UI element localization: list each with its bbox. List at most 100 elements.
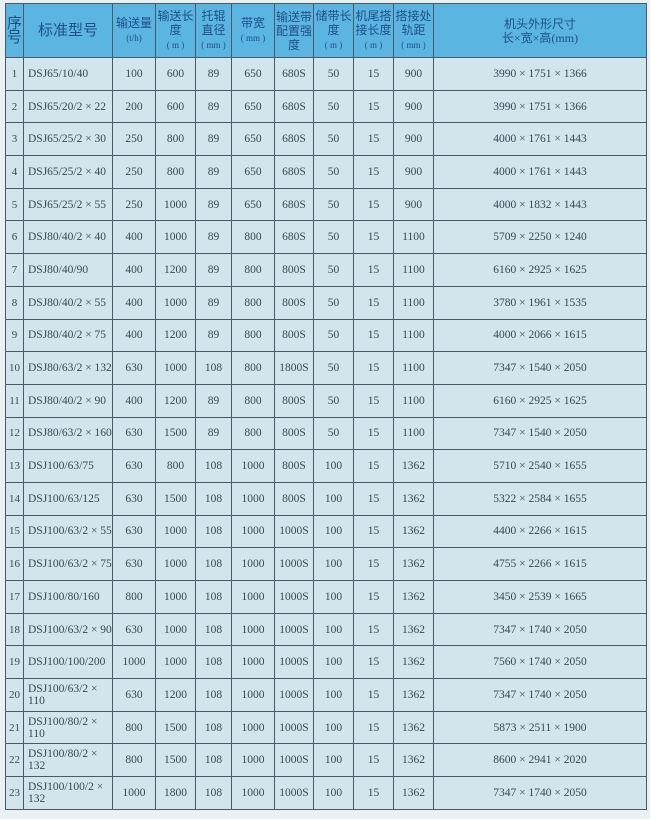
cell-storage-length: 50 bbox=[313, 220, 354, 255]
table-row: 20 DSJ100/63/2 × 110 630 1200 108 1000 1000S 10… bbox=[5, 678, 647, 712]
col-model: 标准型号 bbox=[23, 3, 113, 58]
cell-lap-rail-gauge: 900 bbox=[393, 57, 434, 91]
cell-head-dimensions: 3450 × 2539 × 1665 bbox=[433, 580, 647, 614]
col-tail-lap: 机尾搭接长度 ( m ) bbox=[353, 3, 394, 58]
cell-lap-rail-gauge: 1362 bbox=[393, 612, 434, 647]
col-capacity-label: 输送量 bbox=[115, 16, 152, 30]
cell-belt-strength: 800S bbox=[274, 481, 314, 516]
cell-storage-length: 100 bbox=[313, 743, 354, 778]
cell-head-dimensions: 5873 × 2511 × 1900 bbox=[433, 710, 647, 745]
cell-tail-lap-length: 15 bbox=[353, 57, 394, 91]
cell-capacity: 1000 bbox=[112, 776, 156, 810]
cell-belt-strength: 1000S bbox=[274, 678, 314, 712]
cell-head-dimensions: 7347 × 1740 × 2050 bbox=[433, 776, 647, 810]
cell-model: DSJ100/63/2 × 75 bbox=[23, 547, 113, 581]
cell-row-number: 16 bbox=[5, 547, 24, 581]
cell-head-dimensions: 5710 × 2540 × 1655 bbox=[433, 449, 647, 483]
table-row: 10 DSJ80/63/2 × 132 630 1000 108 800 1800S 50 15… bbox=[5, 351, 647, 385]
cell-conveying-length: 1000 bbox=[155, 514, 196, 549]
cell-row-number: 12 bbox=[5, 416, 24, 451]
cell-belt-width: 800 bbox=[231, 253, 275, 287]
cell-capacity: 100 bbox=[112, 57, 156, 91]
cell-tail-lap-length: 15 bbox=[353, 514, 394, 549]
cell-lap-rail-gauge: 1362 bbox=[393, 547, 434, 581]
cell-head-dimensions: 3780 × 1961 × 1535 bbox=[433, 285, 647, 320]
cell-storage-length: 50 bbox=[313, 253, 354, 287]
cell-belt-strength: 1000S bbox=[274, 547, 314, 581]
cell-roller-diameter: 108 bbox=[195, 514, 232, 549]
table-row: 16 DSJ100/63/2 × 75 630 1000 108 1000 1000S 100… bbox=[5, 547, 647, 581]
cell-storage-length: 100 bbox=[313, 678, 354, 712]
cell-roller-diameter: 108 bbox=[195, 449, 232, 483]
cell-model: DSJ65/25/2 × 40 bbox=[23, 155, 113, 189]
cell-lap-rail-gauge: 1100 bbox=[393, 416, 434, 451]
cell-roller-diameter: 108 bbox=[195, 547, 232, 581]
cell-storage-length: 50 bbox=[313, 383, 354, 418]
cell-tail-lap-length: 15 bbox=[353, 253, 394, 287]
cell-row-number: 22 bbox=[5, 743, 24, 778]
cell-belt-strength: 800S bbox=[274, 449, 314, 483]
cell-storage-length: 50 bbox=[313, 416, 354, 451]
cell-tail-lap-length: 15 bbox=[353, 220, 394, 255]
cell-belt-strength: 680S bbox=[274, 89, 314, 124]
cell-roller-diameter: 89 bbox=[195, 187, 232, 222]
cell-tail-lap-length: 15 bbox=[353, 187, 394, 222]
cell-capacity: 630 bbox=[112, 514, 156, 549]
cell-conveying-length: 1000 bbox=[155, 547, 196, 581]
cell-model: DSJ100/63/2 × 55 bbox=[23, 514, 113, 549]
col-roller-label: 托辊直径 bbox=[201, 9, 226, 37]
cell-belt-strength: 800S bbox=[274, 318, 314, 353]
cell-tail-lap-length: 15 bbox=[353, 776, 394, 810]
cell-lap-rail-gauge: 1362 bbox=[393, 645, 434, 680]
cell-capacity: 250 bbox=[112, 187, 156, 222]
cell-belt-width: 800 bbox=[231, 285, 275, 320]
cell-conveying-length: 800 bbox=[155, 449, 196, 483]
cell-model: DSJ80/40/2 × 55 bbox=[23, 285, 113, 320]
cell-capacity: 400 bbox=[112, 285, 156, 320]
col-tail-lap-unit: ( m ) bbox=[364, 40, 383, 50]
cell-conveying-length: 1000 bbox=[155, 580, 196, 614]
cell-tail-lap-length: 15 bbox=[353, 89, 394, 124]
cell-lap-rail-gauge: 1362 bbox=[393, 776, 434, 810]
cell-row-number: 9 bbox=[5, 318, 24, 353]
cell-belt-strength: 680S bbox=[274, 155, 314, 189]
cell-lap-rail-gauge: 900 bbox=[393, 122, 434, 157]
cell-row-number: 10 bbox=[5, 351, 24, 385]
cell-model: DSJ100/63/125 bbox=[23, 481, 113, 516]
cell-roller-diameter: 89 bbox=[195, 253, 232, 287]
cell-row-number: 14 bbox=[5, 481, 24, 516]
cell-capacity: 630 bbox=[112, 416, 156, 451]
cell-row-number: 11 bbox=[5, 383, 24, 418]
table-row: 23 DSJ100/100/2 × 132 1000 1800 108 1000 1000S… bbox=[5, 776, 647, 810]
cell-conveying-length: 600 bbox=[155, 57, 196, 91]
cell-belt-width: 1000 bbox=[231, 743, 275, 778]
col-capacity: 输送量 (t/h) bbox=[112, 3, 156, 58]
cell-lap-rail-gauge: 900 bbox=[393, 155, 434, 189]
table-row: 21 DSJ100/80/2 × 110 800 1500 108 1000 1000S 10… bbox=[5, 710, 647, 745]
cell-belt-width: 1000 bbox=[231, 547, 275, 581]
cell-tail-lap-length: 15 bbox=[353, 678, 394, 712]
cell-head-dimensions: 6160 × 2925 × 1625 bbox=[433, 383, 647, 418]
spec-table: 序号 标准型号 输送量 (t/h) 输送长度 ( m ) 托辊直径 ( mm ) 带宽… bbox=[5, 3, 647, 810]
cell-lap-rail-gauge: 900 bbox=[393, 89, 434, 124]
cell-storage-length: 100 bbox=[313, 612, 354, 647]
col-storage: 储带长度 ( m ) bbox=[313, 3, 354, 58]
cell-head-dimensions: 4000 × 1761 × 1443 bbox=[433, 155, 647, 189]
cell-belt-strength: 1000S bbox=[274, 612, 314, 647]
cell-capacity: 630 bbox=[112, 547, 156, 581]
cell-belt-width: 1000 bbox=[231, 710, 275, 745]
cell-belt-width: 1000 bbox=[231, 645, 275, 680]
cell-capacity: 800 bbox=[112, 710, 156, 745]
cell-roller-diameter: 108 bbox=[195, 612, 232, 647]
cell-conveying-length: 1000 bbox=[155, 220, 196, 255]
cell-conveying-length: 1000 bbox=[155, 645, 196, 680]
col-storage-label: 储带长度 bbox=[315, 9, 352, 37]
table-row: 3 DSJ65/25/2 × 30 250 800 89 650 680S 50 15 900 40… bbox=[5, 122, 647, 157]
cell-model: DSJ80/40/2 × 90 bbox=[23, 383, 113, 418]
cell-model: DSJ100/100/2 × 132 bbox=[23, 776, 113, 810]
cell-conveying-length: 1500 bbox=[155, 481, 196, 516]
cell-conveying-length: 1200 bbox=[155, 318, 196, 353]
col-belt-width: 带宽 ( mm ) bbox=[231, 3, 275, 58]
cell-conveying-length: 800 bbox=[155, 122, 196, 157]
cell-belt-width: 650 bbox=[231, 89, 275, 124]
